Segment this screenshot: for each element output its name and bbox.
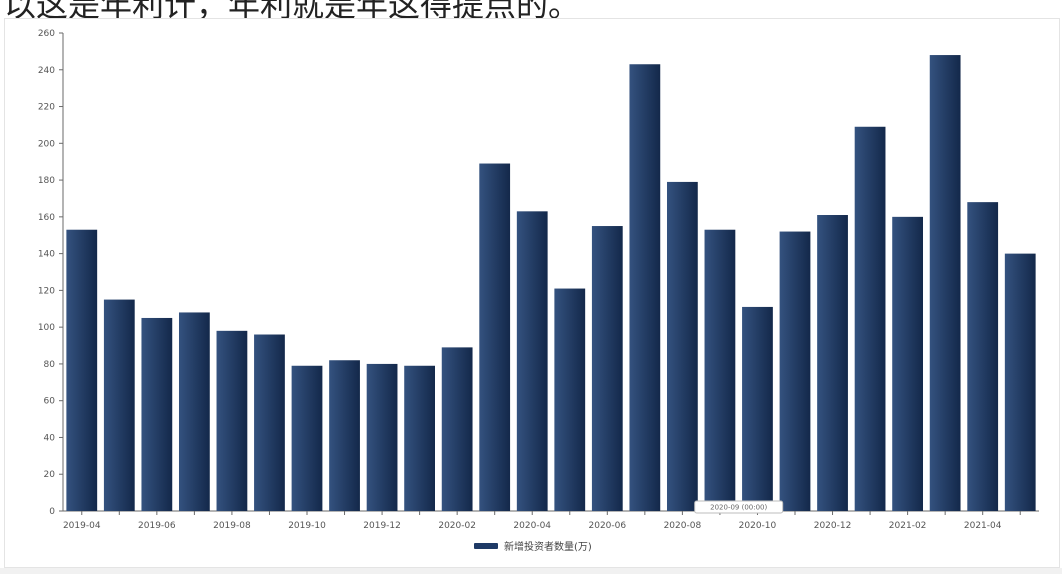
bar-2019-04[interactable] — [66, 229, 98, 511]
bar-2019-05[interactable] — [103, 299, 135, 511]
tooltip-text: 2020-09 (00:00) — [710, 504, 767, 512]
top-caption-strip: 以这是年利计，年利就是年这得提点的。 — [0, 0, 1062, 18]
bar-2020-09[interactable] — [704, 229, 736, 511]
legend-swatch[interactable] — [474, 543, 498, 549]
bar-2019-08[interactable] — [216, 330, 248, 511]
bar-2020-12[interactable] — [817, 215, 848, 511]
tooltip-box — [694, 500, 784, 514]
bar-2019-09[interactable] — [254, 334, 285, 511]
bar-2019-11[interactable] — [329, 360, 360, 511]
chart-panel: 0 20 40 60 80 100 120 140 160 180 200 220 240 260 201… — [4, 18, 1060, 568]
bar-2020-08[interactable] — [666, 181, 698, 512]
bar-2019-12[interactable] — [366, 363, 398, 511]
x-tick-label: 2020-10 — [739, 521, 777, 531]
y-tick-label: 220 — [38, 103, 55, 113]
bar-2020-11[interactable] — [779, 231, 811, 512]
x-tick-label: 2019-10 — [288, 521, 326, 531]
bar-2020-05[interactable] — [554, 288, 586, 511]
x-tick-label: 2021-04 — [964, 521, 1002, 531]
x-axis: 2019-04 2019-06 2019-08 2019-10 2019-12 2020-… — [63, 510, 1039, 531]
y-tick-label: 260 — [38, 29, 55, 39]
bar-2020-01[interactable] — [404, 365, 435, 511]
bar-series — [66, 55, 1036, 512]
y-tick-label: 200 — [38, 139, 55, 149]
y-tick-label: 80 — [44, 360, 56, 370]
x-tick-label: 2020-04 — [513, 521, 551, 531]
top-caption: 以这是年利计，年利就是年这得提点的。 — [4, 0, 580, 18]
bar-chart: 0 20 40 60 80 100 120 140 160 180 200 220 240 260 201… — [38, 29, 1039, 553]
bar-2020-02[interactable] — [441, 347, 473, 511]
legend-label[interactable]: 新增投资者数量(万) — [504, 540, 592, 553]
y-tick-label: 160 — [38, 213, 55, 223]
y-tick-label: 0 — [49, 507, 55, 517]
y-tick-label: 180 — [38, 176, 55, 186]
y-tick-label: 60 — [44, 397, 56, 407]
x-tick-label: 2019-06 — [138, 521, 176, 531]
bar-2020-06[interactable] — [591, 226, 623, 512]
x-tick-label: 2019-04 — [63, 521, 101, 531]
x-tick-label: 2020-06 — [589, 521, 627, 531]
bar-2021-05[interactable] — [1004, 253, 1036, 511]
bar-2021-01[interactable] — [854, 126, 886, 511]
x-tick-label: 2020-02 — [438, 521, 476, 531]
bottom-scroll-strip — [0, 568, 1062, 574]
x-tick-label: 2020-08 — [664, 521, 702, 531]
x-tick-label: 2019-12 — [363, 521, 401, 531]
y-tick-label: 100 — [38, 323, 55, 333]
y-tick-label: 20 — [44, 470, 56, 480]
bar-2021-04[interactable] — [967, 202, 999, 511]
hover-tooltip: 2020-09 (00:00) — [694, 500, 784, 514]
bar-2021-02[interactable] — [892, 216, 923, 511]
bar-2019-10[interactable] — [291, 365, 323, 511]
y-tick-label: 40 — [44, 433, 56, 443]
x-tick-label: 2021-02 — [889, 521, 927, 531]
bar-2020-10[interactable] — [742, 306, 773, 511]
bar-2020-03[interactable] — [479, 163, 511, 511]
bar-2021-03[interactable] — [929, 55, 961, 512]
x-tick-label: 2019-08 — [213, 521, 251, 531]
y-tick-label: 120 — [38, 286, 55, 296]
y-tick-label: 240 — [38, 66, 55, 76]
x-tick-label: 2020-12 — [814, 521, 852, 531]
bar-2020-04[interactable] — [516, 211, 548, 511]
bar-2020-07[interactable] — [629, 64, 661, 511]
bar-2019-06[interactable] — [141, 317, 173, 511]
legend[interactable]: 新增投资者数量(万) — [474, 540, 592, 553]
y-axis: 0 20 40 60 80 100 120 140 160 180 200 220 240 260 — [38, 29, 64, 517]
y-tick-label: 140 — [38, 250, 55, 260]
bar-2019-07[interactable] — [178, 312, 210, 511]
